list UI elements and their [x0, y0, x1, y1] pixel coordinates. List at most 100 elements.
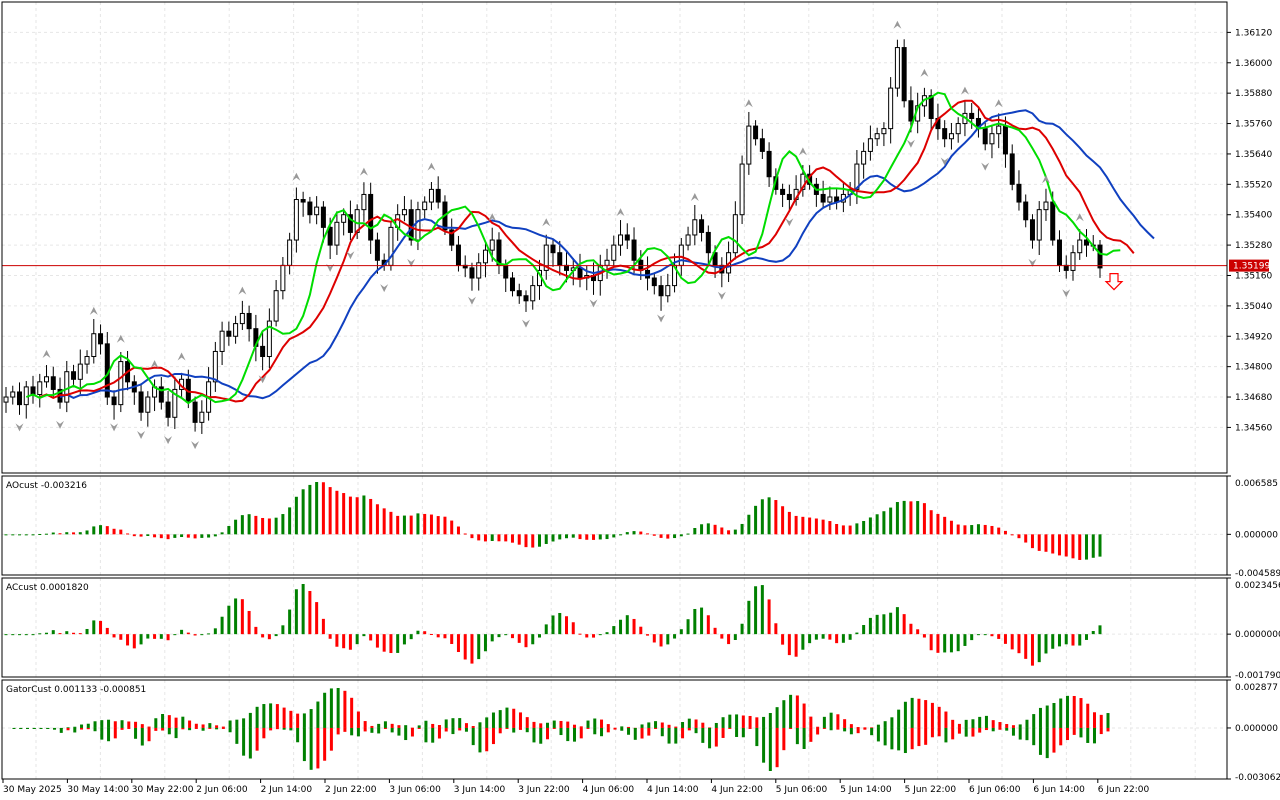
candle-body[interactable] [989, 133, 995, 145]
candle-body[interactable] [901, 47, 907, 102]
candle-body[interactable] [165, 401, 171, 418]
candle-body[interactable] [1097, 244, 1103, 269]
candle-body[interactable] [611, 244, 617, 261]
candle-body[interactable] [692, 219, 698, 236]
candle-body[interactable] [523, 295, 529, 302]
candle-body[interactable] [401, 209, 407, 216]
candle-body[interactable] [503, 264, 509, 279]
candle-body[interactable] [374, 239, 380, 261]
candle-body[interactable] [307, 201, 313, 216]
candle-body[interactable] [699, 219, 705, 233]
candle-body[interactable] [1009, 153, 1015, 185]
candle-body[interactable] [341, 214, 347, 223]
candle-body[interactable] [489, 239, 495, 251]
candle-body[interactable] [287, 239, 293, 266]
candle-body[interactable] [969, 112, 975, 119]
candle-body[interactable] [530, 285, 536, 302]
candle-body[interactable] [908, 100, 914, 122]
candle-body[interactable] [516, 290, 522, 297]
candle-body[interactable] [293, 199, 299, 241]
ao-panel[interactable] [4, 482, 1102, 560]
candle-body[interactable] [361, 193, 367, 211]
candle-body[interactable] [732, 214, 738, 254]
candle-body[interactable] [347, 214, 353, 233]
candle-body[interactable] [37, 381, 43, 396]
candle-body[interactable] [145, 396, 151, 413]
candle-body[interactable] [867, 138, 873, 152]
candle-body[interactable] [64, 371, 70, 403]
candle-body[interactable] [982, 128, 988, 145]
candle-body[interactable] [618, 234, 624, 246]
candle-body[interactable] [44, 376, 50, 383]
candle-body[interactable] [422, 201, 428, 211]
candle-body[interactable] [158, 386, 164, 403]
candle-body[interactable] [948, 133, 954, 140]
candle-body[interactable] [1016, 183, 1022, 203]
candle-body[interactable] [212, 350, 218, 383]
candle-body[interactable] [631, 239, 637, 261]
candle-body[interactable] [233, 323, 239, 337]
candle-body[interactable] [50, 376, 56, 390]
candle-body[interactable] [77, 363, 83, 380]
candle-body[interactable] [759, 138, 765, 152]
candle-body[interactable] [996, 125, 1002, 135]
candle-body[interactable] [1023, 201, 1029, 221]
candle-body[interactable] [314, 206, 320, 216]
candle-body[interactable] [449, 229, 455, 246]
candle-body[interactable] [300, 199, 306, 203]
candle-body[interactable] [550, 244, 556, 254]
candle-body[interactable] [455, 244, 461, 266]
ac-panel[interactable] [4, 584, 1102, 666]
candle-body[interactable] [766, 150, 772, 178]
candle-body[interactable] [172, 388, 178, 418]
candle-body[interactable] [651, 277, 657, 287]
candle-body[interactable] [368, 193, 374, 241]
candle-body[interactable] [260, 345, 266, 358]
candle-body[interactable] [1056, 239, 1062, 266]
candle-body[interactable] [624, 234, 630, 241]
candle-body[interactable] [739, 163, 745, 216]
candle-body[interactable] [266, 320, 272, 358]
candle-body[interactable] [192, 401, 198, 423]
candle-body[interactable] [138, 391, 144, 413]
candle-body[interactable] [705, 231, 711, 254]
candle-body[interactable] [84, 356, 90, 365]
candle-body[interactable] [98, 333, 104, 345]
candle-body[interactable] [881, 128, 887, 135]
candle-body[interactable] [199, 411, 205, 423]
candle-body[interactable] [1070, 252, 1076, 271]
candle-body[interactable] [1036, 209, 1042, 241]
candle-body[interactable] [509, 277, 515, 292]
candle-body[interactable] [746, 125, 752, 165]
down-arrow-icon[interactable] [1104, 273, 1124, 291]
candle-body[interactable] [71, 371, 77, 380]
candle-body[interactable] [1043, 201, 1049, 211]
candle-body[interactable] [3, 396, 9, 403]
candle-body[interactable] [246, 312, 252, 330]
candle-body[interactable] [415, 209, 421, 241]
candle-body[interactable] [239, 312, 245, 325]
candle-body[interactable] [273, 290, 279, 322]
candle-body[interactable] [800, 173, 806, 190]
candle-body[interactable] [888, 87, 894, 130]
candle-body[interactable] [665, 285, 671, 297]
candle-body[interactable] [1002, 125, 1008, 155]
candle-body[interactable] [543, 244, 549, 271]
candle-body[interactable] [780, 188, 786, 195]
candle-body[interactable] [753, 125, 759, 140]
candle-body[interactable] [91, 333, 97, 358]
candle-body[interactable] [219, 330, 225, 352]
candle-body[interactable] [226, 330, 232, 337]
price-panel[interactable] [2, 20, 1227, 450]
candle-body[interactable] [564, 264, 570, 271]
candle-body[interactable] [942, 128, 948, 140]
candle-body[interactable] [17, 391, 23, 406]
candle-body[interactable] [111, 396, 117, 406]
candle-body[interactable] [334, 221, 340, 246]
candle-body[interactable] [685, 234, 691, 246]
candle-body[interactable] [557, 252, 563, 266]
candle-body[interactable] [10, 391, 16, 398]
candle-body[interactable] [820, 193, 826, 203]
candle-body[interactable] [786, 193, 792, 201]
